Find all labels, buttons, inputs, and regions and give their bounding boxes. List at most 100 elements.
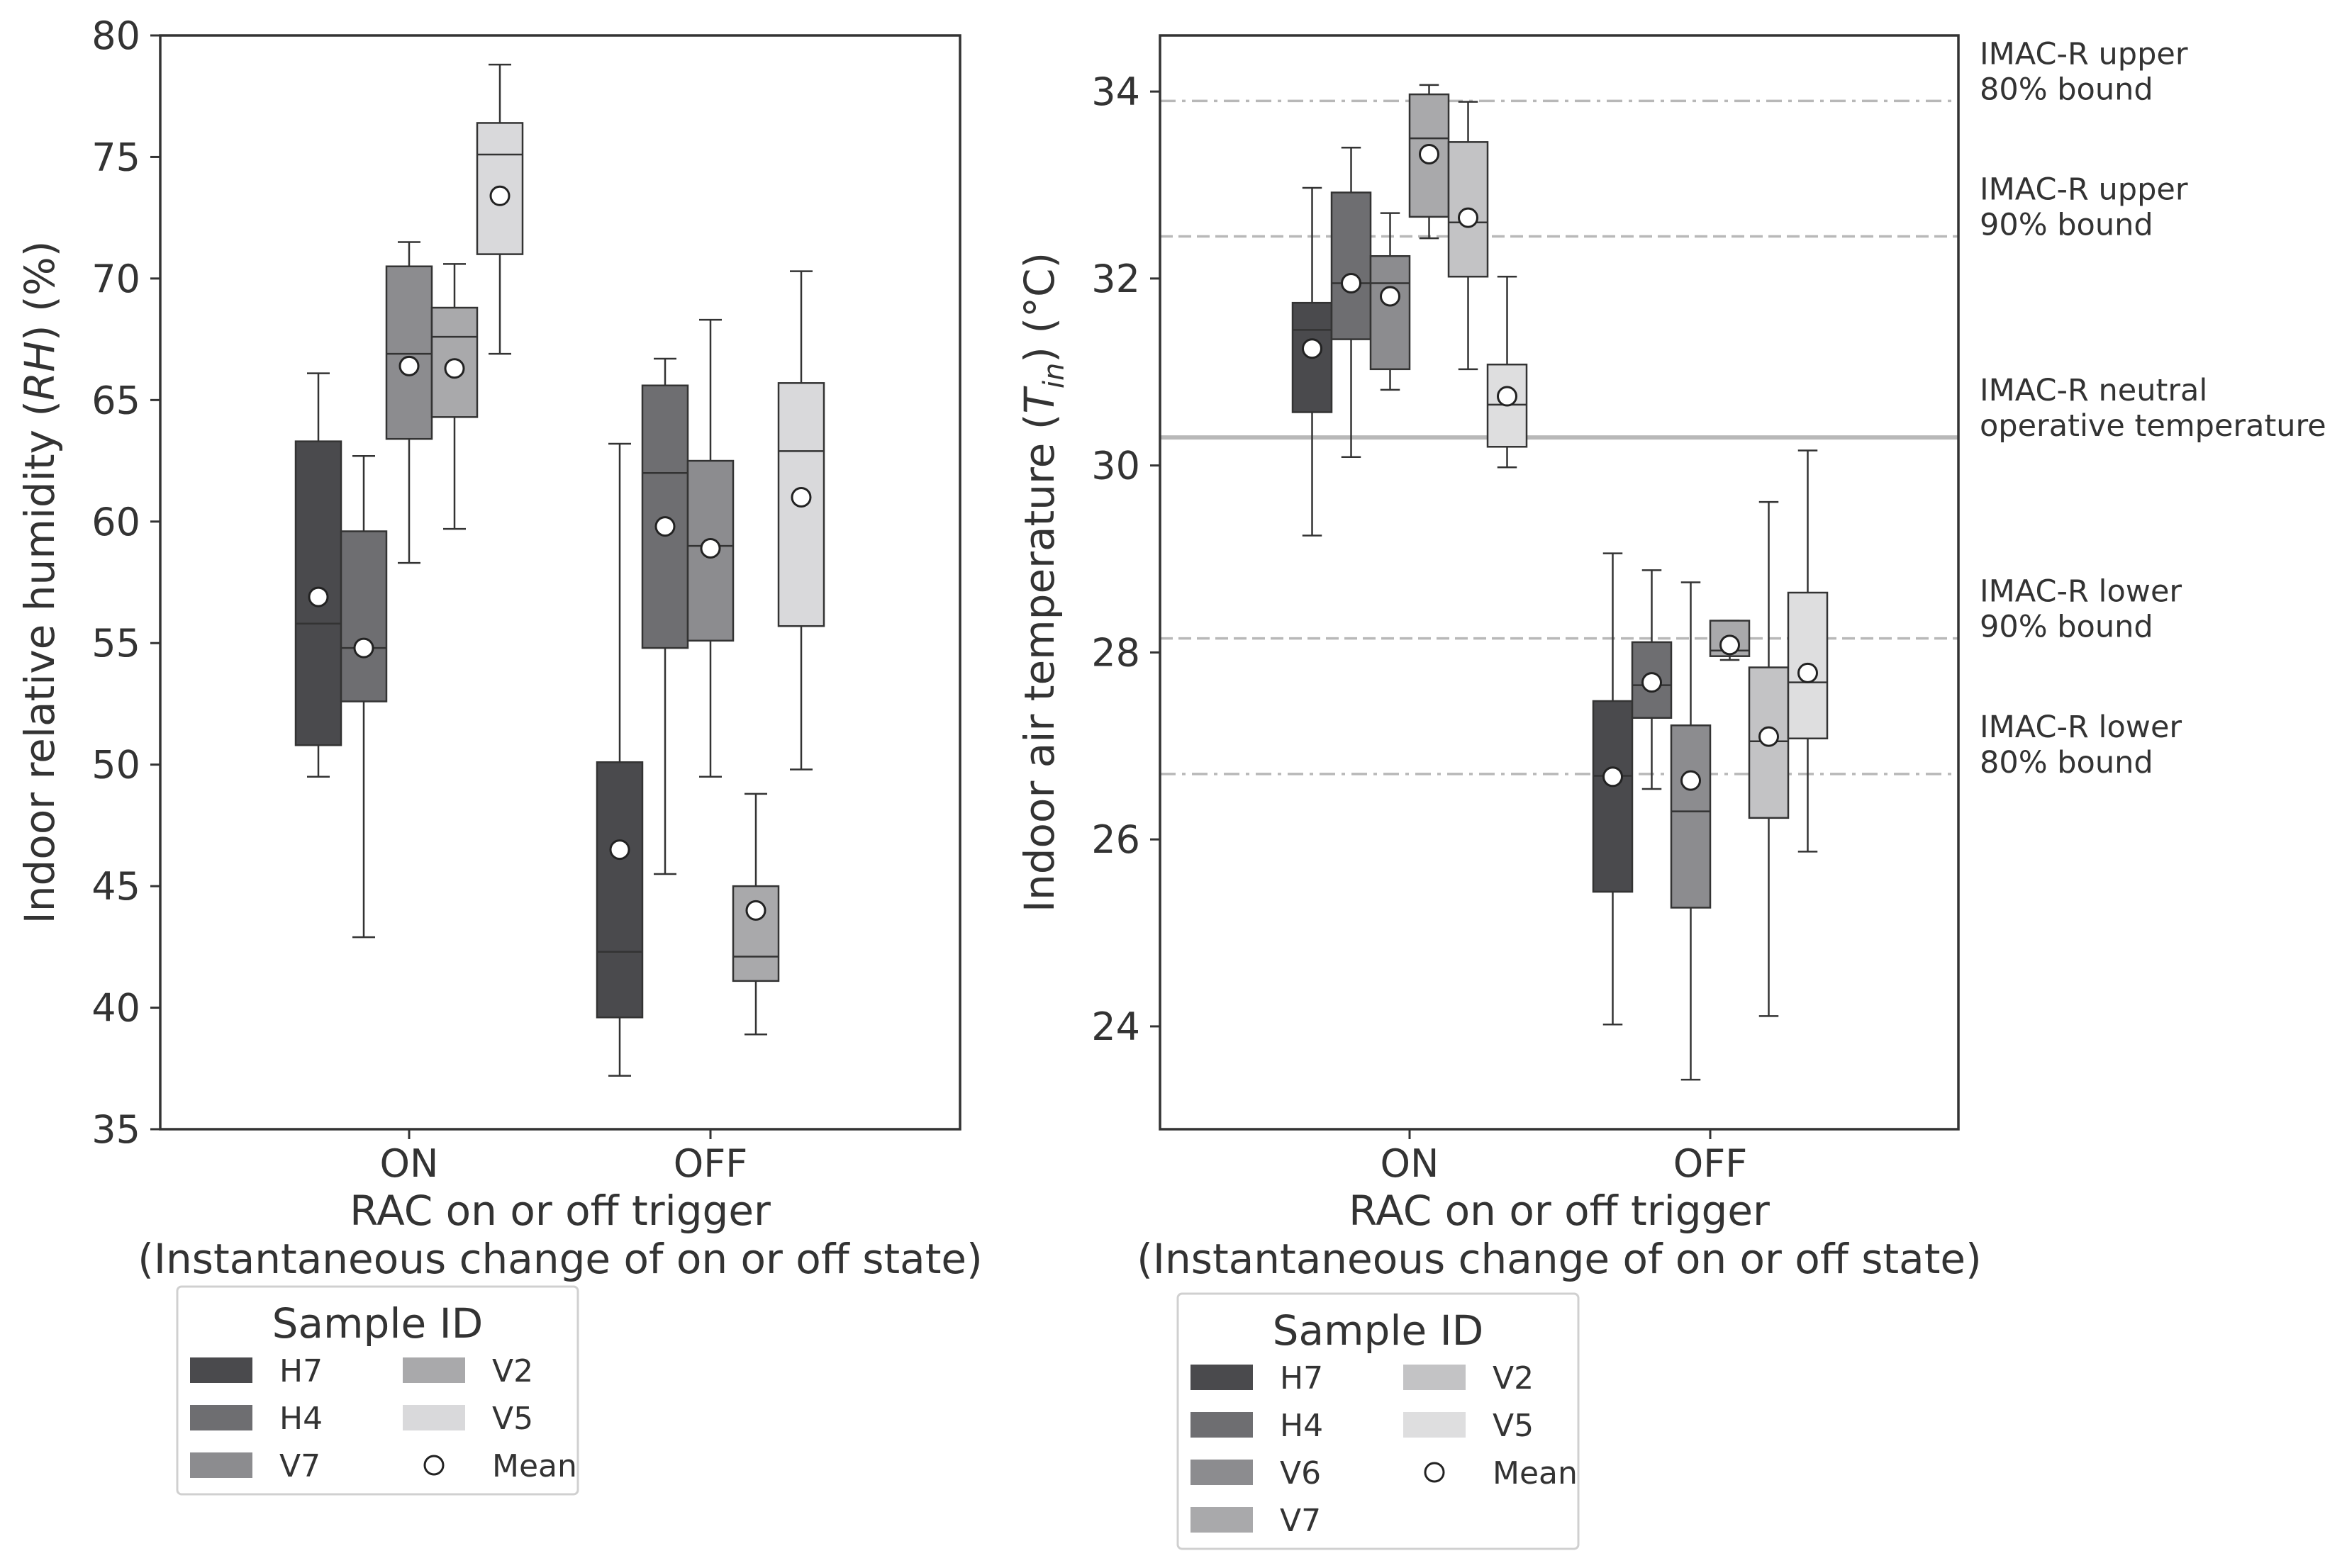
reference-label-line2: 90% bound xyxy=(1980,610,2153,645)
plot-frame xyxy=(159,34,961,1131)
legend-frame xyxy=(1176,1292,1580,1550)
box-on-v5 xyxy=(1486,276,1528,469)
mean-marker xyxy=(489,185,511,206)
y-tick-label: 30 xyxy=(1091,444,1140,488)
legend-label-v6: V6 xyxy=(1280,1455,1321,1491)
legend-frame xyxy=(176,1285,579,1496)
mean-marker xyxy=(1641,672,1662,693)
y-tick-label: 32 xyxy=(1091,257,1140,301)
legend-title: Sample ID xyxy=(272,1299,484,1348)
legend-label-h7: H7 xyxy=(1280,1360,1323,1396)
reference-label-line2: operative temperature xyxy=(1980,408,2326,444)
legend-label-v7: V7 xyxy=(279,1448,320,1484)
legend-mean-marker xyxy=(423,1455,445,1476)
legend-swatch-h7 xyxy=(190,1357,252,1383)
y-tick-label: 40 xyxy=(91,986,140,1031)
reference-label-2: IMAC-R neutral operative temperature xyxy=(1980,373,2326,444)
box-off-h7 xyxy=(1592,552,1634,1026)
box-iqr xyxy=(1670,724,1712,909)
box-on-v5 xyxy=(476,63,524,355)
mean-marker xyxy=(1302,338,1322,359)
legend-label-v2: V2 xyxy=(492,1353,533,1389)
reference-label-line2: 90% bound xyxy=(1980,208,2153,243)
y-tick-label: 65 xyxy=(91,378,140,422)
mean-marker xyxy=(1341,272,1361,293)
mean-marker xyxy=(1680,770,1701,791)
mean-marker xyxy=(353,637,374,659)
reference-label-line1: IMAC-R lower xyxy=(1980,710,2182,745)
mean-marker xyxy=(745,900,766,921)
box-iqr xyxy=(385,265,433,440)
mean-marker xyxy=(1758,726,1779,747)
y-tick-label: 26 xyxy=(1091,817,1140,862)
legend: Sample ID H7 H4 V6 V7 V2 V5 Mean xyxy=(1176,1292,1580,1550)
y-tick-label: 45 xyxy=(91,864,140,909)
y-tick-label: 24 xyxy=(1091,1004,1140,1049)
legend-swatch-h4 xyxy=(1190,1412,1253,1438)
y-tick-label: 60 xyxy=(91,500,140,544)
y-axis-label-symbol: T xyxy=(1015,386,1064,414)
mean-marker xyxy=(1458,207,1478,228)
y-axis-label-symbol: RH xyxy=(16,341,64,401)
box-off-h4 xyxy=(641,357,689,875)
temperature-chart: IMAC-R upper 80% bound IMAC-R upper 90% bou… xyxy=(1015,34,2326,1550)
mean-marker xyxy=(609,839,630,861)
y-axis-label: Indoor relative humidity (RH) (%) xyxy=(16,241,64,924)
plot-frame xyxy=(1159,34,1960,1131)
box-on-v7 xyxy=(385,241,433,564)
x-tick-label-on: ON xyxy=(1381,1141,1439,1186)
box-off-h7 xyxy=(596,442,644,1077)
y-axis-label-suffix: ) (%) xyxy=(16,241,64,341)
box-iqr xyxy=(1592,700,1634,893)
box-on-v7 xyxy=(1408,84,1450,240)
mean-marker xyxy=(654,516,676,537)
legend-label-v2: V2 xyxy=(1493,1360,1534,1396)
legend-label-v7: V7 xyxy=(1280,1503,1321,1539)
legend-mean-marker xyxy=(1424,1462,1445,1483)
legend-swatch-v7 xyxy=(1190,1507,1253,1533)
legend: Sample ID H7 H4 V7 V2 V5 Mean xyxy=(176,1285,579,1496)
mean-marker xyxy=(1419,143,1439,164)
box-on-h7 xyxy=(1291,186,1333,537)
mean-marker xyxy=(1719,634,1740,656)
legend-swatch-v2 xyxy=(403,1357,465,1383)
box-on-v2 xyxy=(1447,101,1489,371)
mean-marker xyxy=(1797,662,1818,683)
box-off-v5 xyxy=(777,270,825,771)
x-tick-label-off: OFF xyxy=(1673,1141,1748,1186)
y-axis-label-subscript: in xyxy=(1038,363,1071,388)
legend-swatch-h4 xyxy=(190,1405,252,1430)
mean-marker xyxy=(444,358,465,379)
reference-label-0: IMAC-R upper 80% bound xyxy=(1980,36,2188,107)
box-on-h7 xyxy=(294,372,342,778)
x-axis-label: RAC on or off trigger xyxy=(350,1187,771,1235)
mean-marker xyxy=(700,537,721,559)
y-axis-label-suffix: ) (°C) xyxy=(1015,252,1064,363)
y-axis-label-prefix: Indoor relative humidity ( xyxy=(16,401,64,924)
legend-label-h4: H4 xyxy=(1280,1408,1323,1444)
mean-marker xyxy=(1497,386,1517,407)
reference-label-4: IMAC-R lower 80% bound xyxy=(1980,710,2182,780)
reference-label-line1: IMAC-R lower xyxy=(1980,574,2182,610)
mean-marker xyxy=(398,355,420,376)
box-off-v7 xyxy=(686,318,735,778)
legend-label-mean: Mean xyxy=(1493,1455,1578,1491)
box-iqr xyxy=(1369,254,1411,371)
box-off-v7 xyxy=(1709,620,1751,661)
y-tick-label: 34 xyxy=(1091,69,1140,114)
box-iqr xyxy=(340,530,388,702)
box-off-v2 xyxy=(732,793,780,1036)
reference-label-3: IMAC-R lower 90% bound xyxy=(1980,574,2182,645)
x-tick-label-off: OFF xyxy=(674,1141,748,1186)
legend-title: Sample ID xyxy=(1273,1306,1484,1355)
x-axis-label-subtitle: (Instantaneous change of on or off state… xyxy=(138,1235,983,1283)
box-on-h4 xyxy=(1330,147,1372,459)
reference-label-1: IMAC-R upper 90% bound xyxy=(1980,172,2188,243)
legend-swatch-v7 xyxy=(190,1452,252,1478)
humidity-chart: 35 40 45 50 55 60 65 70 75 80 ON OFF Indoor relative… xyxy=(16,13,983,1496)
legend-label-mean: Mean xyxy=(492,1448,577,1484)
box-on-v2 xyxy=(430,263,479,530)
box-off-v2 xyxy=(1748,500,1790,1017)
legend-label-h7: H7 xyxy=(279,1353,323,1389)
